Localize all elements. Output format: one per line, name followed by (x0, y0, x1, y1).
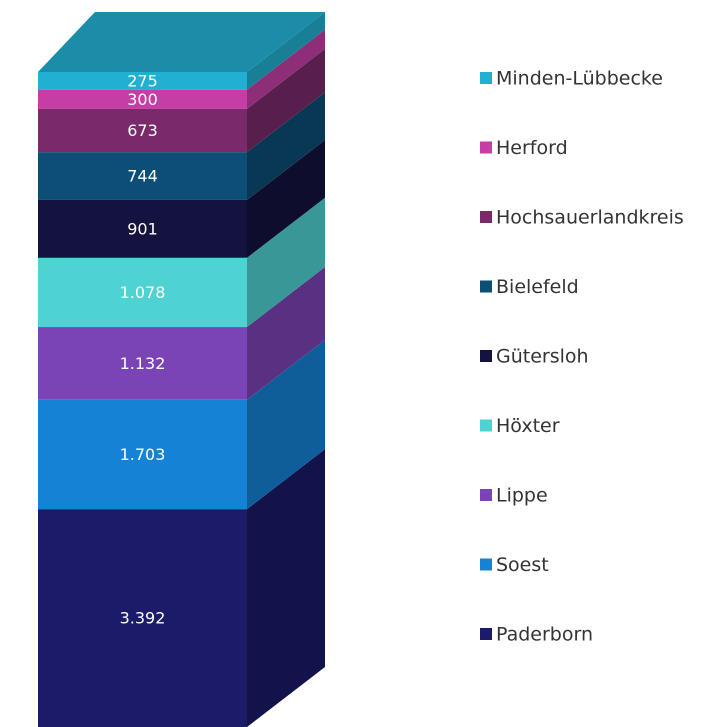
value-label: 1.078 (120, 283, 166, 302)
bar-side (247, 339, 325, 510)
legend-swatch (480, 280, 492, 293)
legend-swatch (480, 628, 492, 640)
value-label: 901 (127, 219, 158, 238)
bar-segment (38, 199, 247, 258)
value-label: 275 (127, 71, 158, 90)
legend-label: Gütersloh (496, 346, 589, 368)
bar-segment (38, 108, 247, 153)
value-label: 300 (127, 90, 158, 109)
bar-segment (38, 152, 247, 200)
legend-label: Lippe (496, 485, 548, 507)
bar-top (38, 12, 325, 72)
bar-side (247, 29, 325, 109)
bar-segment (38, 72, 247, 90)
bar-segment (38, 509, 247, 727)
legend-label: Minden-Lübbecke (496, 68, 663, 90)
bar-segment (38, 327, 247, 400)
bar-side (247, 267, 325, 400)
value-label: 1.703 (120, 445, 166, 464)
bar-side (247, 92, 325, 200)
legend-swatch (480, 72, 492, 84)
legend-swatch (480, 141, 492, 154)
legend-swatch (480, 211, 492, 223)
legend-swatch (480, 350, 492, 362)
bar-segment (38, 89, 247, 109)
bar-side (247, 12, 325, 90)
legend-label: Hochsauerlandkreis (496, 207, 684, 229)
legend-label: Paderborn (496, 624, 593, 646)
bar-segment (38, 257, 247, 328)
bar-side (247, 139, 325, 258)
legend-label: Soest (496, 554, 549, 576)
legend-swatch (480, 489, 492, 501)
bar-side (247, 449, 325, 727)
legend-label: Bielefeld (496, 276, 579, 298)
bar-side (247, 48, 325, 153)
value-label: 1.132 (120, 354, 166, 373)
bar-side (247, 197, 325, 328)
bar-segment (38, 399, 247, 510)
legend-label: Höxter (496, 415, 560, 437)
value-label: 3.392 (120, 609, 166, 628)
value-label: 744 (127, 167, 158, 186)
legend-swatch (480, 558, 492, 571)
legend-swatch (480, 419, 492, 432)
value-label: 673 (127, 121, 158, 140)
legend-label: Herford (496, 137, 568, 159)
